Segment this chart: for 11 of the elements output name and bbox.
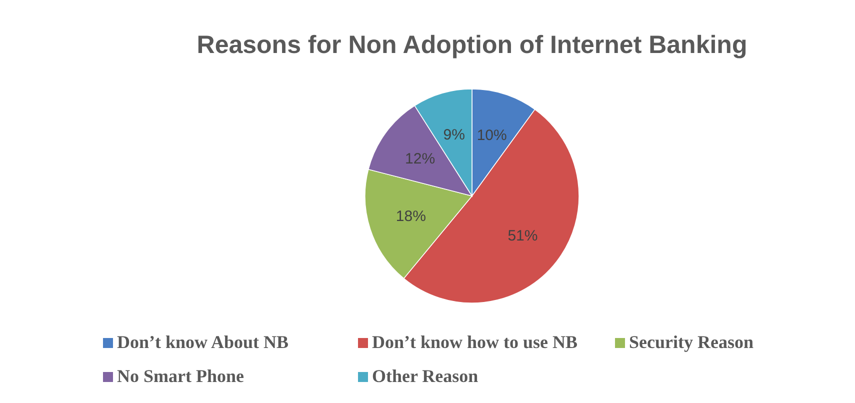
chart-title: Reasons for Non Adoption of Internet Banking xyxy=(196,31,748,59)
data-label: 9% xyxy=(443,126,465,144)
legend-label: Don’t know About NB xyxy=(117,332,289,352)
legend-label: Other Reason xyxy=(372,366,478,386)
data-label: 18% xyxy=(396,208,426,226)
legend-label: Security Reason xyxy=(629,332,754,352)
data-label: 51% xyxy=(508,228,538,245)
data-label: 12% xyxy=(405,150,436,168)
legend-label: No Smart Phone xyxy=(117,366,244,386)
legend-label: Don’t know how to use NB xyxy=(372,332,578,352)
data-label: 10% xyxy=(476,127,507,144)
